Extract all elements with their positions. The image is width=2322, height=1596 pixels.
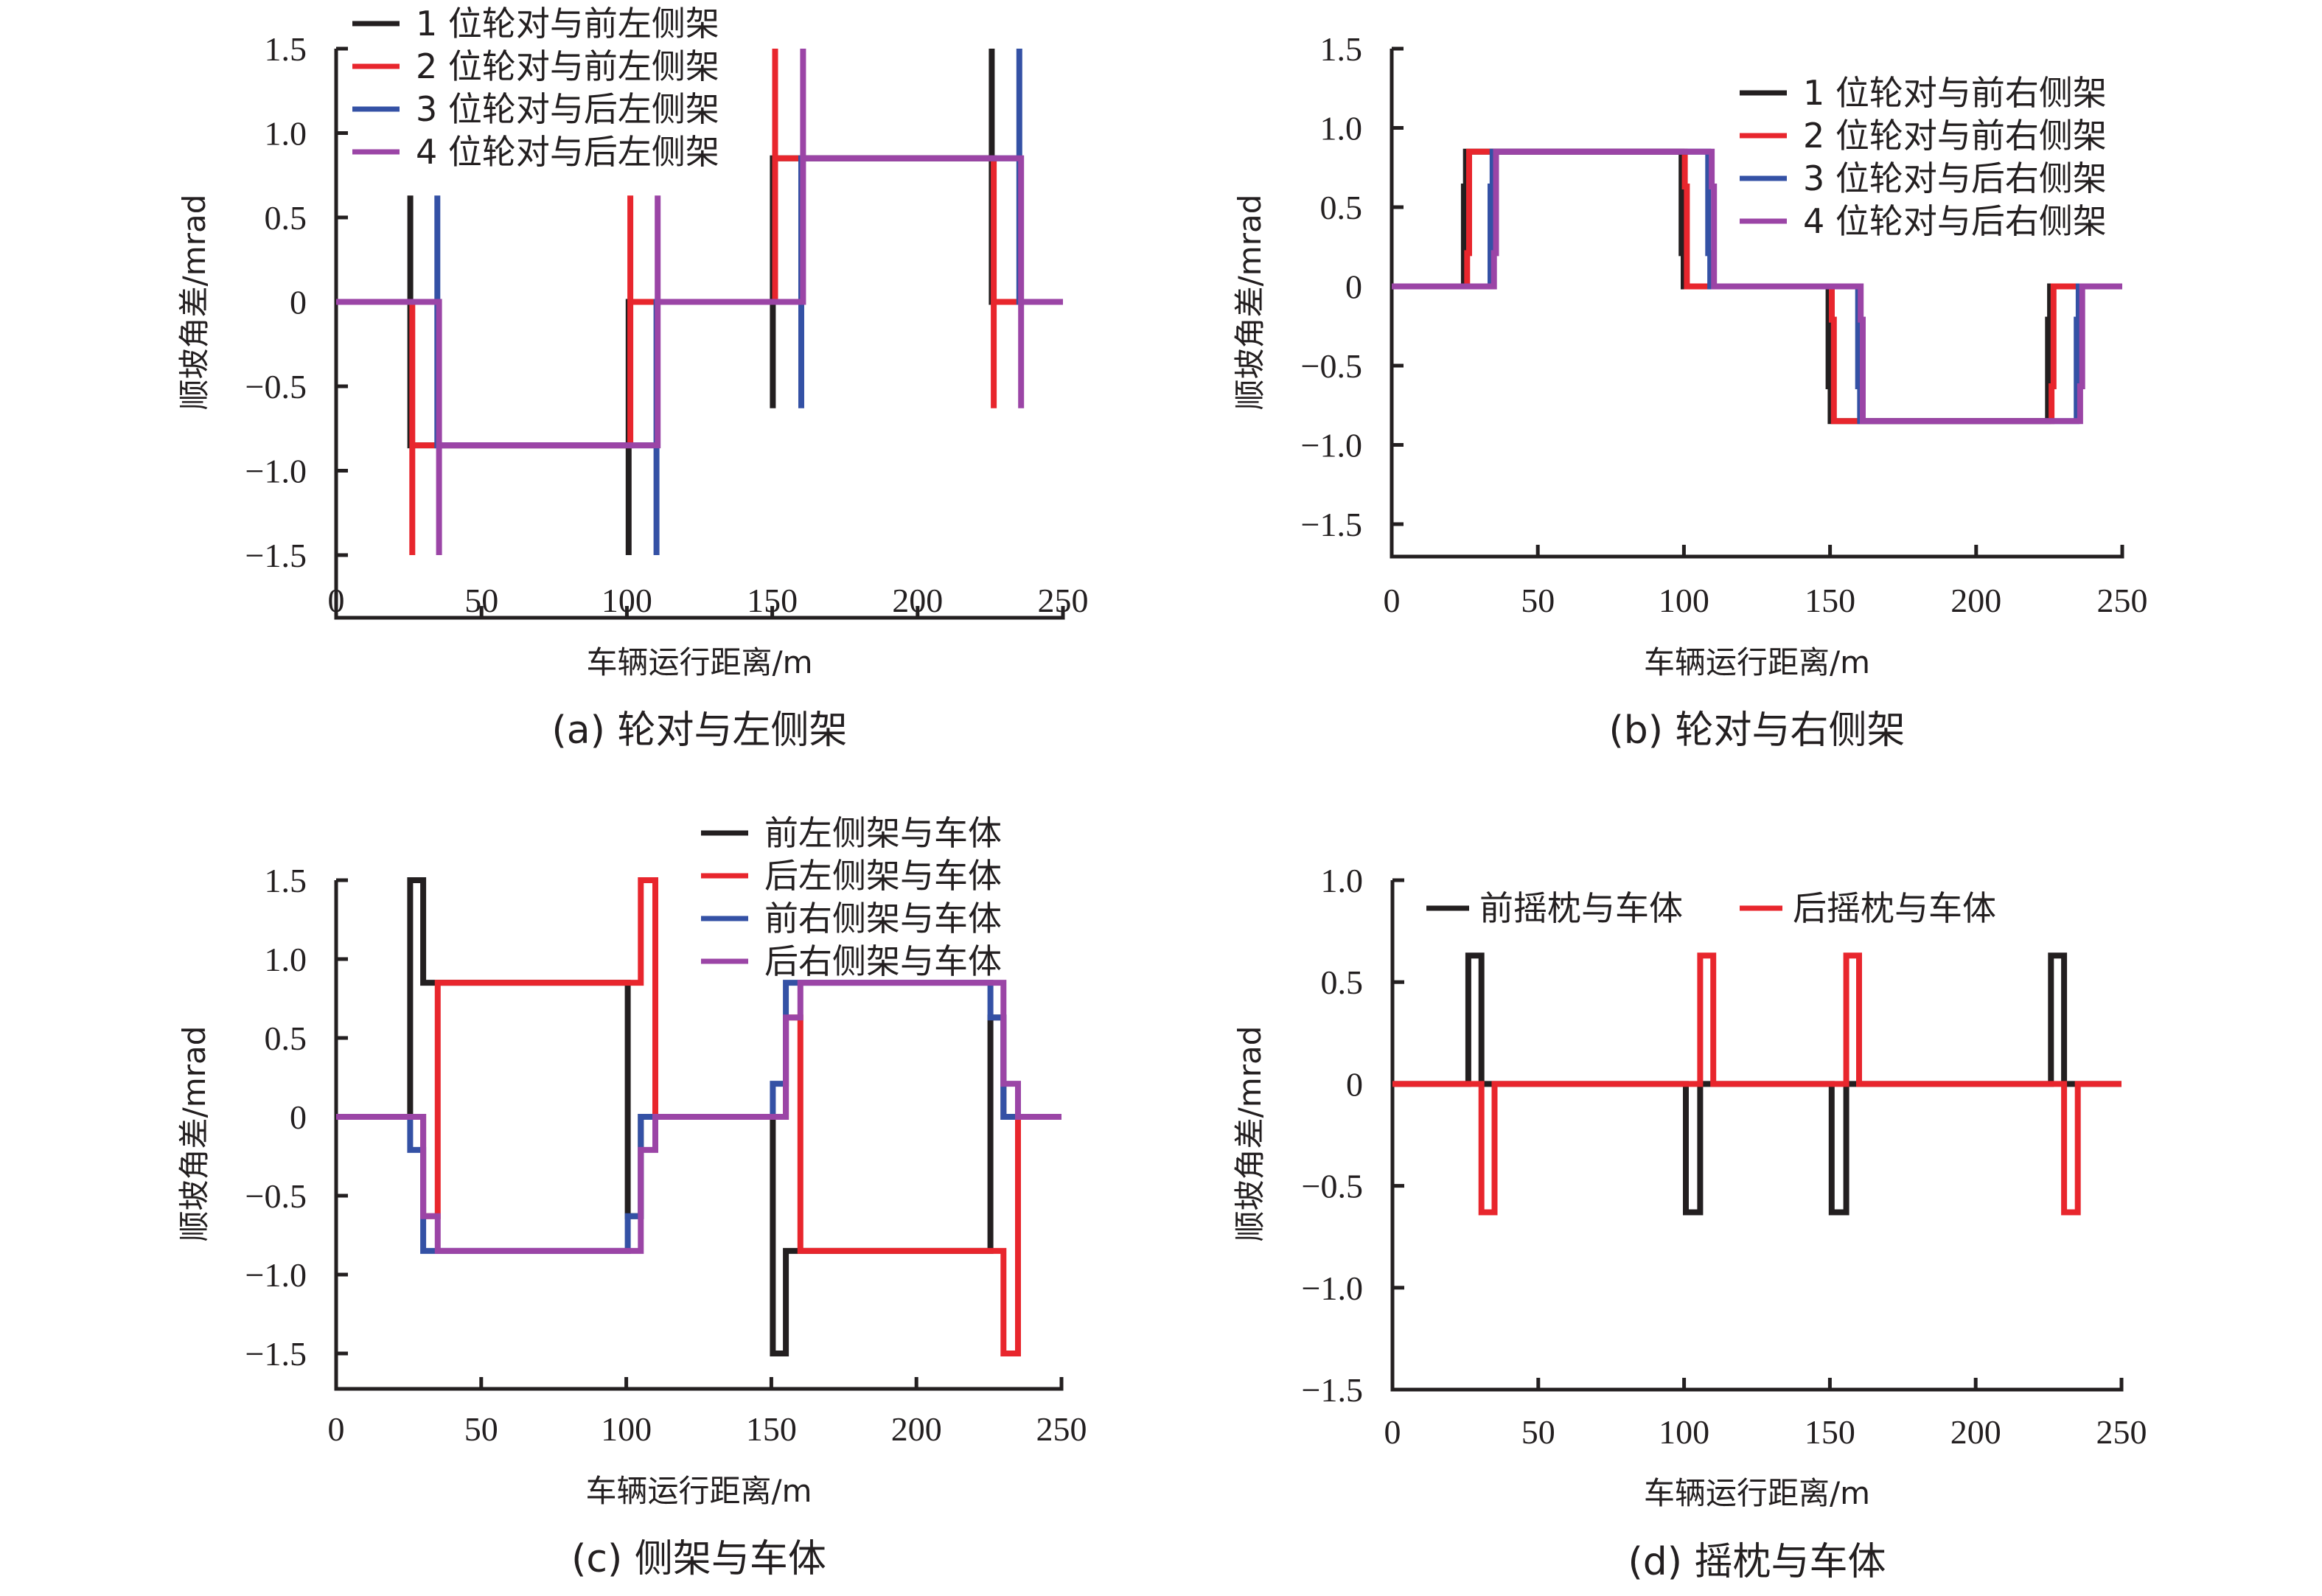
x-tick-label: 200 <box>892 582 943 619</box>
legend-label: 前右侧架与车体 <box>764 899 1002 938</box>
panel-caption: (b) 轮对与右侧架 <box>1608 708 1905 753</box>
y-tick-label: −1.0 <box>245 453 307 490</box>
y-tick-label: 0 <box>1346 1065 1363 1103</box>
y-axis-title: 顺坡角差/mrad <box>1232 195 1268 411</box>
x-tick-label: 100 <box>1659 1413 1709 1451</box>
panel-d: 1.0 0.5 0 −0.5 −1.0 −1.5 0 50 100 150 200 250 前摇枕与车体… <box>1232 862 2147 1584</box>
y-tick-label: 0.5 <box>1321 963 1364 1001</box>
y-tick-label: 0.5 <box>1320 189 1363 226</box>
y-tick-label: 1.0 <box>1321 862 1364 899</box>
x-tick-label: 50 <box>1521 1413 1555 1451</box>
x-tick-label: 250 <box>2097 582 2148 619</box>
legend-label: 1 位轮对与前左侧架 <box>416 4 719 43</box>
legend-label: 3 位轮对与后左侧架 <box>416 89 719 129</box>
panel-a: 1.5 1.0 0.5 0 −0.5 −1.0 −1.5 0 50 100 150 200 250 1 位… <box>176 4 1089 753</box>
legend-label: 后左侧架与车体 <box>764 856 1002 896</box>
x-tick-label: 250 <box>2096 1413 2147 1451</box>
legend-label: 后摇枕与车体 <box>1793 888 1996 928</box>
y-tick-label: 1.5 <box>265 862 307 899</box>
x-tick-label: 200 <box>1950 1413 2001 1451</box>
y-tick-label: 0 <box>290 284 307 321</box>
y-tick-label: −0.5 <box>1301 347 1362 385</box>
x-tick-label: 150 <box>746 1410 797 1448</box>
legend-label: 3 位轮对与后右侧架 <box>1803 158 2107 198</box>
y-tick-label: −1.5 <box>245 1335 307 1373</box>
y-tick-label: 0.5 <box>265 199 307 237</box>
y-axis-title: 顺坡角差/mrad <box>1232 1026 1268 1242</box>
y-tick-label: 0.5 <box>265 1020 307 1057</box>
y-tick-label: 0 <box>290 1098 307 1136</box>
y-tick-label: −0.5 <box>1302 1168 1363 1205</box>
x-tick-label: 100 <box>601 1410 652 1448</box>
y-tick-label: −1.5 <box>1301 506 1362 543</box>
legend-label: 后右侧架与车体 <box>764 941 1002 981</box>
x-axis-title: 车辆运行距离/m <box>1644 1475 1870 1511</box>
x-tick-label: 150 <box>1805 1413 1855 1451</box>
y-tick-label: −1.0 <box>245 1256 307 1294</box>
x-tick-label: 100 <box>1659 582 1709 619</box>
x-axis-title: 车辆运行距离/m <box>586 644 812 680</box>
legend-label: 1 位轮对与前右侧架 <box>1803 73 2107 113</box>
legend-label: 2 位轮对与前左侧架 <box>416 46 719 86</box>
series-line-4 <box>336 49 1063 555</box>
x-tick-label: 0 <box>328 1410 345 1448</box>
x-tick-label: 200 <box>891 1410 942 1448</box>
x-axis-title: 车辆运行距离/m <box>585 1473 812 1509</box>
y-axis-title: 顺坡角差/mrad <box>176 1026 212 1242</box>
x-tick-label: 250 <box>1036 1410 1087 1448</box>
x-tick-label: 0 <box>1384 1413 1401 1451</box>
y-tick-label: −1.5 <box>245 537 307 574</box>
legend-label: 4 位轮对与后右侧架 <box>1803 201 2107 241</box>
y-tick-label: 0 <box>1345 268 1362 306</box>
panel-caption: (a) 轮对与左侧架 <box>552 708 848 753</box>
panel-c: 1.5 1.0 0.5 0 −0.5 −1.0 −1.5 0 50 100 150 200 250 前左侧… <box>176 813 1087 1581</box>
x-tick-label: 250 <box>1038 582 1089 619</box>
legend-label: 前摇枕与车体 <box>1479 888 1683 928</box>
x-axis-title: 车辆运行距离/m <box>1644 644 1870 680</box>
x-tick-label: 150 <box>1805 582 1855 619</box>
y-tick-label: 1.0 <box>265 941 307 978</box>
y-tick-label: 1.5 <box>265 30 307 68</box>
series-line-4 <box>336 980 1061 1254</box>
x-tick-label: 50 <box>464 1410 498 1448</box>
y-axis-title: 顺坡角差/mrad <box>176 195 212 411</box>
x-tick-label: 50 <box>1521 582 1555 619</box>
legend-label: 4 位轮对与后左侧架 <box>416 132 719 172</box>
x-tick-label: 0 <box>1384 582 1401 619</box>
panel-caption: (c) 侧架与车体 <box>571 1537 826 1581</box>
x-tick-label: 0 <box>328 582 345 619</box>
legend-label: 前左侧架与车体 <box>764 813 1002 853</box>
y-tick-label: −1.0 <box>1302 1269 1363 1307</box>
y-tick-label: 1.0 <box>1320 110 1363 147</box>
series-line-2 <box>1392 952 2121 1216</box>
y-tick-label: 1.0 <box>265 115 307 153</box>
panel-caption: (d) 摇枕与车体 <box>1628 1540 1886 1584</box>
y-tick-label: −0.5 <box>245 368 307 405</box>
x-tick-label: 50 <box>464 582 498 619</box>
legend: 前摇枕与车体 后摇枕与车体 <box>1426 888 1996 928</box>
series-line-4 <box>1392 148 2122 425</box>
x-tick-label: 100 <box>602 582 652 619</box>
legend-label: 2 位轮对与前右侧架 <box>1803 116 2107 156</box>
y-tick-label: 1.5 <box>1320 30 1363 68</box>
y-tick-label: −1.0 <box>1301 427 1362 464</box>
y-tick-label: −0.5 <box>245 1177 307 1215</box>
panel-b: 1.5 1.0 0.5 0 −0.5 −1.0 −1.5 0 50 100 150 200 250 1 位… <box>1232 30 2148 753</box>
x-tick-label: 150 <box>747 582 798 619</box>
x-tick-label: 200 <box>1950 582 2001 619</box>
y-tick-label: −1.5 <box>1302 1371 1363 1409</box>
